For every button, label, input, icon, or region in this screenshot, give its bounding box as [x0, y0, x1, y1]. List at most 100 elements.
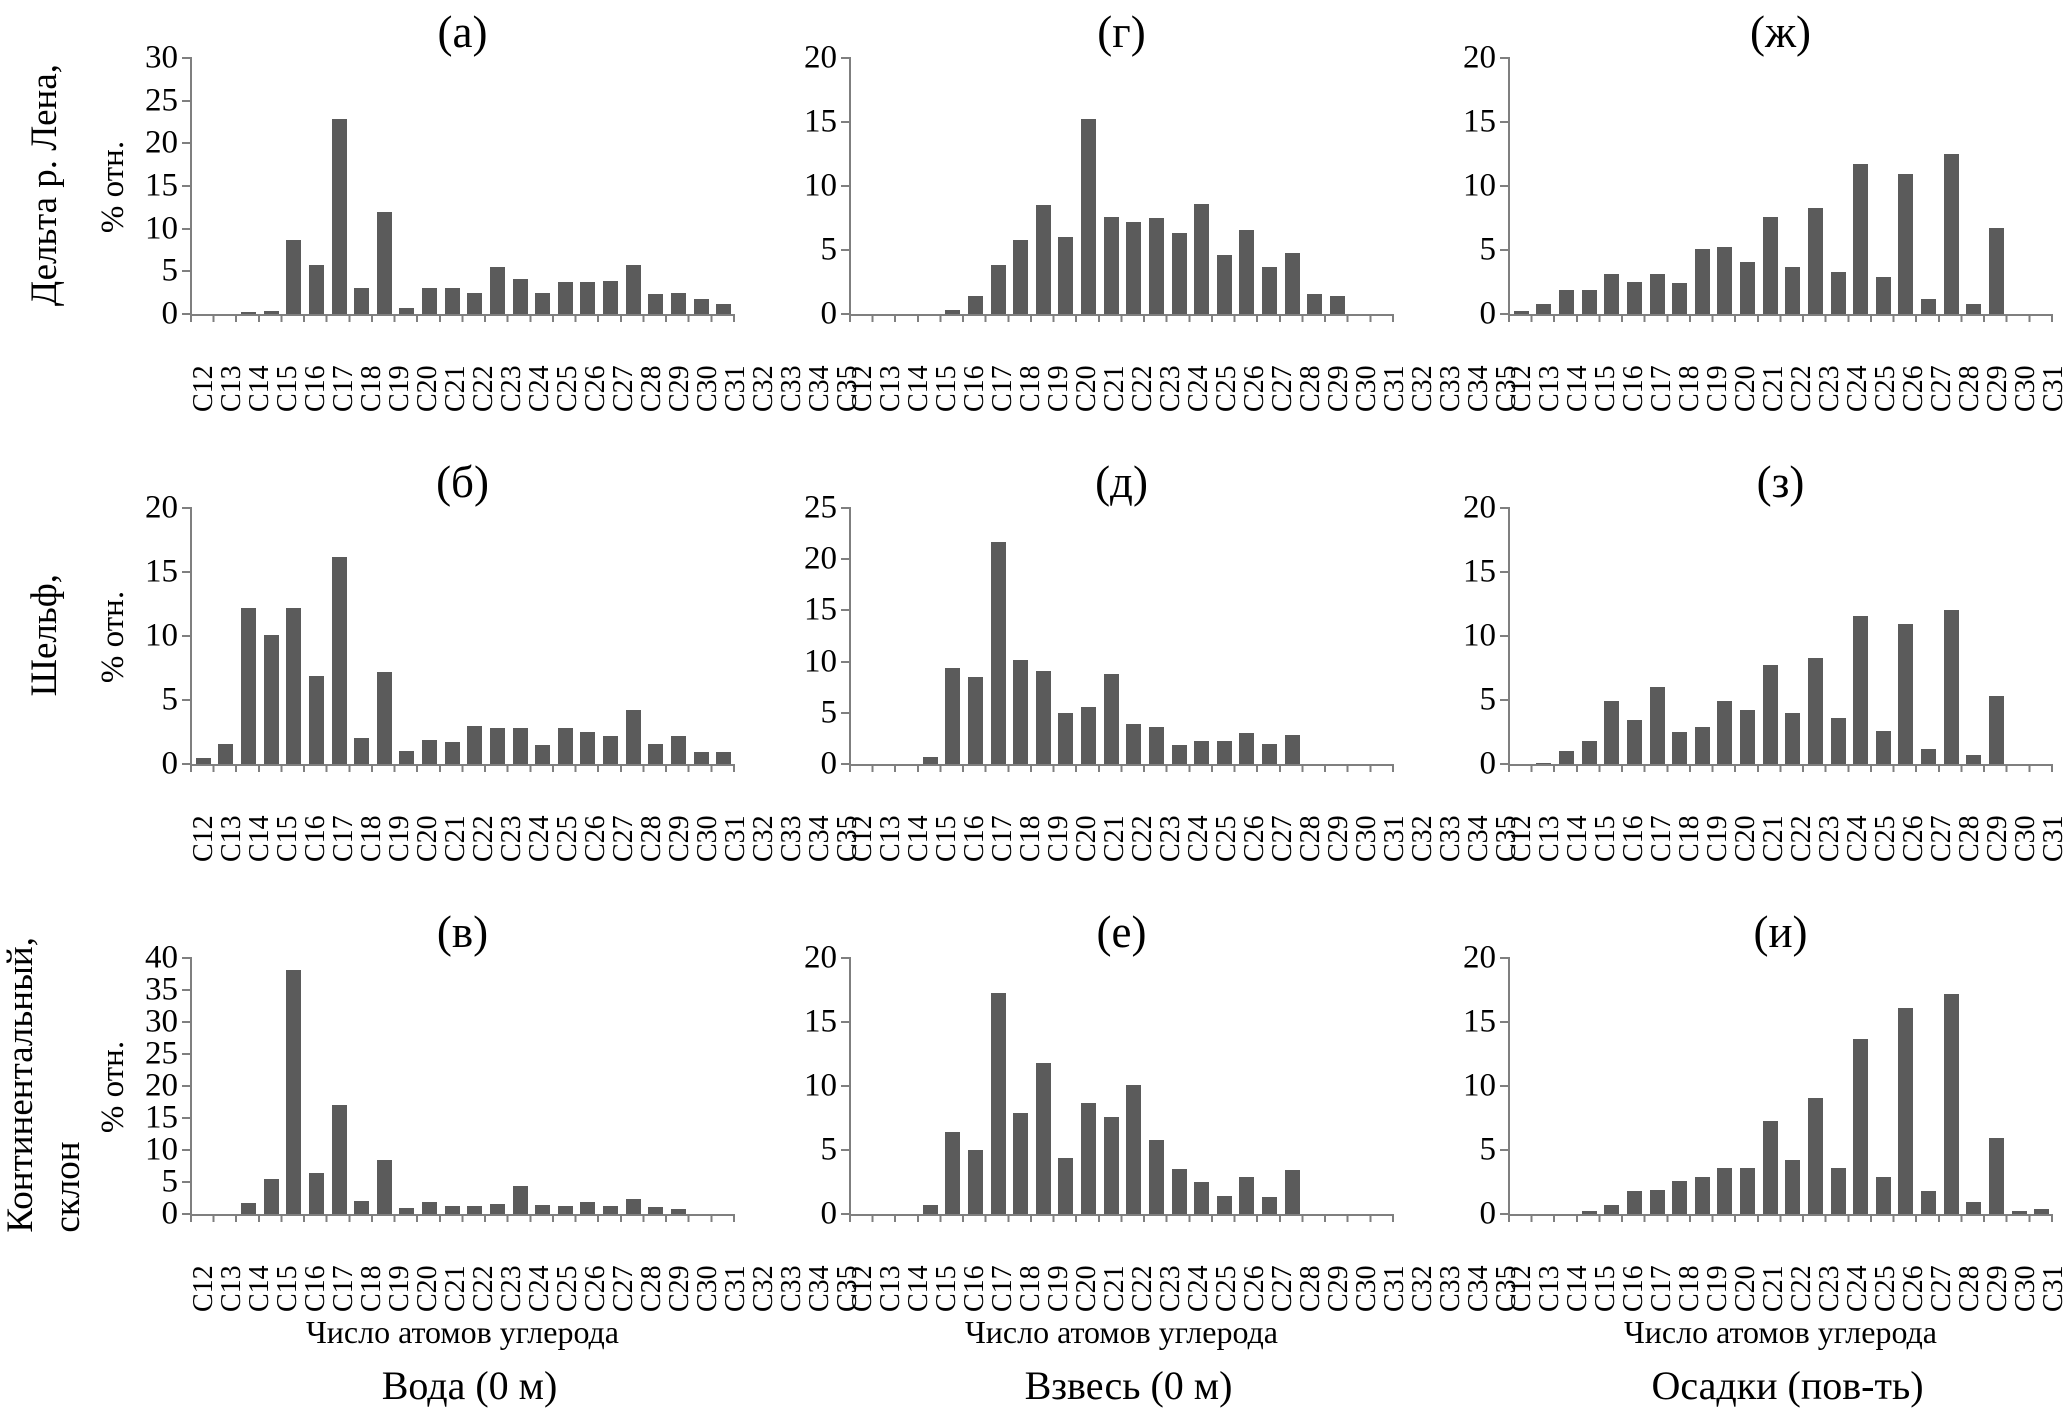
- panel-title: (б): [436, 457, 489, 507]
- bar-C31: [625, 264, 641, 314]
- x-tick-slot: C19: [1043, 328, 1074, 412]
- x-tick-slot: C25: [1870, 778, 1901, 862]
- bar-C26: [512, 728, 528, 764]
- x-tick-slot: C13: [216, 778, 247, 862]
- x-tick-slot: C27: [608, 1228, 639, 1312]
- bar-slot: [1849, 958, 1872, 1214]
- bar-slot: [1985, 508, 2008, 764]
- x-tick-label: C13: [216, 815, 247, 862]
- bar-C31: [1284, 252, 1300, 314]
- x-tick-label: C15: [272, 815, 303, 862]
- x-tick-slot: C12: [847, 328, 878, 412]
- bar-C33: [1988, 228, 2004, 314]
- y-tick-mark: [182, 1181, 192, 1183]
- bar-slot: [237, 508, 260, 764]
- x-tick-label: C25: [1211, 815, 1242, 862]
- bar-C15: [263, 634, 279, 764]
- x-axis-ticks: [190, 1214, 735, 1222]
- bar-C33: [1329, 296, 1345, 314]
- bar-C33: [670, 292, 686, 314]
- bar-C25: [1148, 1139, 1164, 1214]
- x-tick-slot: C31: [1379, 1228, 1410, 1312]
- y-tick-mark: [182, 57, 192, 59]
- x-tick-slot: C18: [1015, 778, 1046, 862]
- bar-slot: [1077, 58, 1100, 314]
- bar-C32: [1966, 303, 1982, 314]
- x-tick-label: C30: [1351, 815, 1382, 862]
- y-tick-label: 15: [804, 1003, 837, 1040]
- x-tick-label: C14: [244, 365, 275, 412]
- x-tick-slot: C17: [987, 778, 1018, 862]
- y-tick-mark: [182, 635, 192, 637]
- x-tick-label: C26: [1239, 365, 1270, 412]
- plot-wrap: 0 5 10 15 20: [1463, 941, 2053, 1230]
- bar-slot: [1963, 58, 1986, 314]
- bar-C30: [1921, 1190, 1937, 1214]
- x-tick-label: C12: [1506, 815, 1537, 862]
- bar-slot: [1077, 508, 1100, 764]
- x-tick-slot: C30: [2010, 778, 2041, 862]
- bar-slot: [1326, 58, 1349, 314]
- plot-area: 0 5 10 15 20: [804, 941, 1394, 1230]
- panel-a: (а)% отн. 0 5 10 15 20 25 30 C12 C13 C14 C15 C16 C17 C…: [90, 0, 863, 450]
- bar-slot: [1145, 58, 1168, 314]
- x-tick-slot: C16: [959, 1228, 990, 1312]
- bar-slot: [192, 958, 215, 1214]
- x-tick-label: C18: [1015, 815, 1046, 862]
- bar-slot: [464, 508, 487, 764]
- bar-C30: [603, 280, 619, 314]
- bar-C18: [990, 265, 1006, 314]
- y-tick-label: 10: [804, 1067, 837, 1104]
- panel-v: (в)% отн. 0 5 10 15 20 25 30 35 40 C12 C13 C14 C15 C16…: [90, 900, 863, 1350]
- x-tick-slot: C14: [1562, 328, 1593, 412]
- x-tick-slot: C28: [1954, 778, 1985, 862]
- bar-slot: [690, 508, 713, 764]
- x-tick-label: C29: [664, 1265, 695, 1312]
- y-tick-label: 15: [145, 553, 178, 590]
- bar-slot: [874, 508, 897, 764]
- bar-C24: [467, 1205, 483, 1214]
- x-tick-label: C15: [931, 815, 962, 862]
- x-tick-slot: C31: [2038, 1228, 2067, 1312]
- bar-slot: [1055, 958, 1078, 1214]
- bar-slot: [919, 958, 942, 1214]
- y-tick-label: 5: [161, 1163, 179, 1200]
- x-tick-slot: C22: [468, 778, 499, 862]
- y-tick-mark: [182, 763, 192, 765]
- panel-b: (б) % отн. 0 5 10 15 20 C12 C13 C14 C15 C16 C17 C18 C1…: [90, 450, 863, 900]
- bar-slot: [486, 58, 509, 314]
- bar-slot: [418, 508, 441, 764]
- x-tick-slot: C31: [1379, 328, 1410, 412]
- bar-slot: [1804, 508, 1827, 764]
- bar-C24: [1785, 1160, 1801, 1214]
- x-tick-slot: C18: [356, 778, 387, 862]
- y-tick-mark: [841, 249, 851, 251]
- bar-C13: [1536, 303, 1552, 314]
- x-tick-slot: C21: [1099, 1228, 1130, 1312]
- bar-slot: [1895, 58, 1918, 314]
- x-tick-slot: C21: [1099, 328, 1130, 412]
- bar-slot: [1578, 58, 1601, 314]
- bar-slot: [667, 958, 690, 1214]
- bar-C29: [580, 732, 596, 764]
- bar-C20: [1035, 1062, 1051, 1214]
- bar-slot: [1714, 508, 1737, 764]
- x-tick-label: C17: [328, 1265, 359, 1312]
- bar-slot: [464, 58, 487, 314]
- x-tick-slot: C14: [903, 1228, 934, 1312]
- y-axis-label: % отн.: [95, 1040, 131, 1134]
- x-axis-ticks: [849, 1214, 1394, 1222]
- bar-C22: [422, 739, 438, 764]
- y-tick-mark: [1500, 1149, 1510, 1151]
- bar-C19: [1013, 1112, 1029, 1214]
- plot-area: 0 5 10 15 20: [1463, 941, 2053, 1230]
- bar-slot: [215, 508, 238, 764]
- y-tick-label: 10: [804, 167, 837, 204]
- x-tick-slot: C20: [412, 1228, 443, 1312]
- bar-C30: [603, 735, 619, 764]
- x-tick-slot: C17: [1646, 1228, 1677, 1312]
- bar-C19: [1013, 659, 1029, 764]
- bar-C24: [467, 292, 483, 314]
- bar-slot: [1510, 958, 1533, 1214]
- bar-slot: [1736, 958, 1759, 1214]
